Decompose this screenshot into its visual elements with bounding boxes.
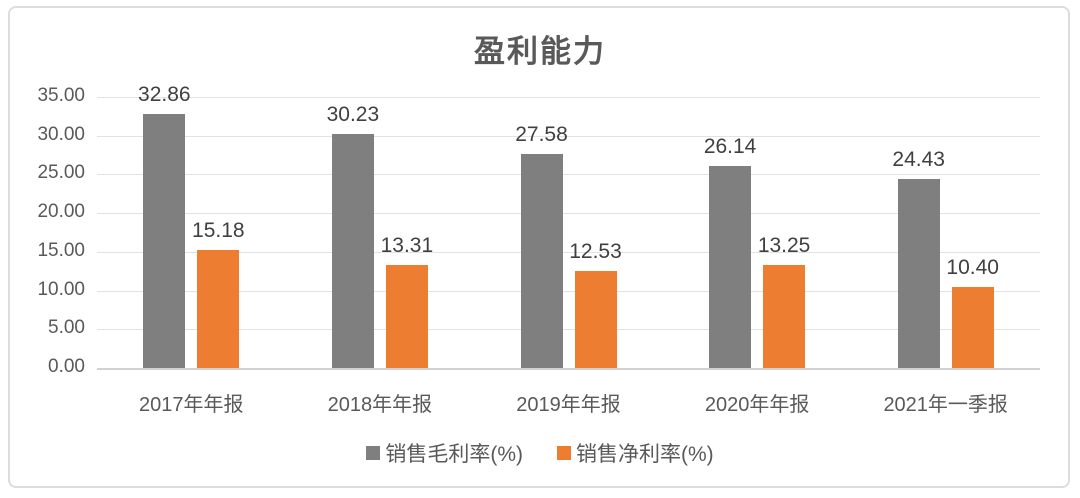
legend-swatch-gross-margin-icon <box>366 446 381 460</box>
x-tick-label-2021年一季报: 2021年一季报 <box>883 394 1008 416</box>
data-label-net-margin-2018年年报: 13.31 <box>380 233 434 257</box>
data-label-gross-margin-2017年年报: 32.86 <box>138 82 191 106</box>
data-label-gross-margin-2020年年报: 26.14 <box>703 134 757 158</box>
bar-gross-margin-2019年年报 <box>520 154 563 368</box>
y-tick-label-0.00: 0.00 <box>48 356 85 377</box>
bar-net-margin-2020年年报 <box>763 265 806 368</box>
y-tick-label-25.00: 25.00 <box>37 162 85 184</box>
legend-item-gross-margin: 销售毛利率(%) <box>366 438 523 468</box>
data-label-net-margin-2021年一季报: 10.40 <box>946 256 999 280</box>
gridline-5.00 <box>97 329 1040 331</box>
bar-net-margin-2021年一季报 <box>951 287 994 368</box>
gridline-30.00 <box>97 135 1040 137</box>
data-label-net-margin-2019年年报: 12.53 <box>569 239 622 263</box>
bar-gross-margin-2020年年报 <box>709 165 752 368</box>
data-label-gross-margin-2019年年报: 27.58 <box>515 123 568 147</box>
bar-net-margin-2018年年报 <box>385 264 428 368</box>
bar-gross-margin-2018年年报 <box>331 133 374 368</box>
bar-gross-margin-2017年年报 <box>143 113 186 368</box>
x-tick-label-2018年年报: 2018年年报 <box>327 394 433 416</box>
chart-title: 盈利能力 <box>474 34 606 69</box>
legend: 销售毛利率(%) 销售净利率(%) <box>0 438 1080 468</box>
y-tick-label-5.00: 5.00 <box>48 317 85 339</box>
y-tick-label-10.00: 10.00 <box>37 278 85 300</box>
x-tick-label-2020年年报: 2020年年报 <box>704 394 810 416</box>
gridline-35.00 <box>97 97 1040 98</box>
gridline-25.00 <box>97 174 1040 176</box>
y-tick-label-30.00: 30.00 <box>37 123 85 145</box>
plot-area: 32.86 15.18 30.23 13.31 27.58 12.53 26.14 13.25… <box>97 83 1040 370</box>
x-tick-label-2017年年报: 2017年年报 <box>139 394 244 416</box>
y-tick-label-35.00: 35.00 <box>37 85 85 106</box>
bar-net-margin-2017年年报 <box>197 250 240 368</box>
bar-net-margin-2019年年报 <box>574 270 617 368</box>
legend-label-gross-margin: 销售毛利率(%) <box>385 443 523 466</box>
legend-item-net-margin: 销售净利率(%) <box>557 438 714 468</box>
data-label-gross-margin-2018年年报: 30.23 <box>326 102 380 126</box>
legend-label-net-margin: 销售净利率(%) <box>576 443 714 466</box>
gridline-20.00 <box>97 213 1040 215</box>
y-tick-label-20.00: 20.00 <box>37 201 85 223</box>
legend-swatch-net-margin-icon <box>557 446 571 460</box>
y-tick-label-15.00: 15.00 <box>37 239 85 261</box>
gridline-15.00 <box>97 251 1040 253</box>
data-label-net-margin-2017年年报: 15.18 <box>192 219 245 243</box>
x-tick-label-2019年年报: 2019年年报 <box>516 394 621 416</box>
data-label-net-margin-2020年年报: 13.25 <box>757 234 811 258</box>
data-label-gross-margin-2021年一季报: 24.43 <box>892 147 945 171</box>
bar-gross-margin-2021年一季报 <box>897 178 940 368</box>
gridline-0.00 <box>97 368 1040 370</box>
gridline-10.00 <box>97 290 1040 292</box>
